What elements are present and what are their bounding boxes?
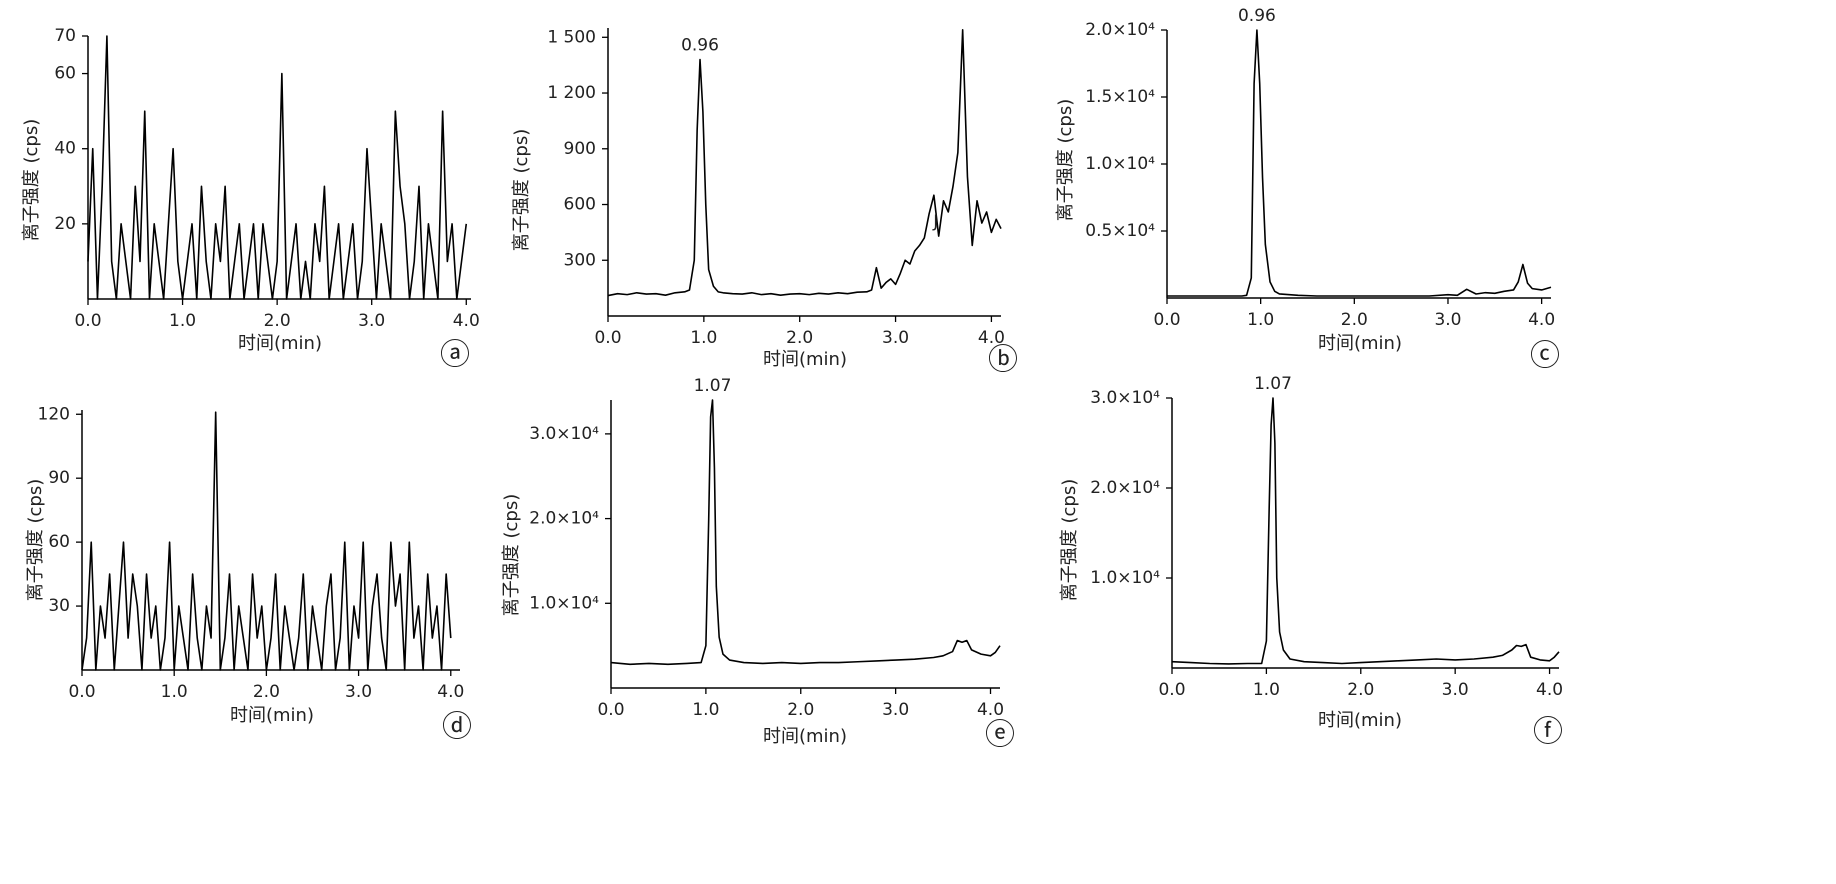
x-tick-label: 0.0: [68, 682, 95, 702]
y-axis-label: 离子强度 (cps): [1059, 479, 1080, 601]
annotation: 1.07: [694, 376, 732, 396]
x-tick-label: 1.0: [161, 682, 188, 702]
y-tick-label: 300: [564, 250, 596, 270]
y-tick-label: 70: [54, 26, 76, 46]
annotation: 1.07: [1254, 374, 1292, 394]
x-tick-label: 0.0: [597, 700, 624, 720]
x-tick-label: 0.0: [1153, 310, 1180, 330]
x-tick-label: 1.0: [1247, 310, 1274, 330]
y-tick-label: 1 200: [547, 83, 596, 103]
trace: [87, 35, 468, 300]
x-tick-label: 2.0: [786, 328, 813, 348]
y-tick-label: 40: [54, 139, 76, 159]
x-tick-label: 1.0: [692, 700, 719, 720]
x-tick-label: 1.0: [169, 311, 196, 331]
x-axis-label: 时间(min): [763, 349, 847, 370]
annotation: 0.96: [681, 36, 719, 56]
x-tick-label: 2.0: [787, 700, 814, 720]
x-tick-label: 3.0: [1442, 680, 1469, 700]
annotation: J: [932, 212, 938, 232]
x-tick-label: 4.0: [1528, 310, 1555, 330]
y-axis-label: 离子强度 (cps): [1055, 99, 1076, 221]
panel-label: ⓔ: [985, 718, 1015, 753]
y-tick-label: 2.0×10⁴: [529, 509, 599, 529]
y-tick-label: 2.0×10⁴: [1090, 478, 1160, 498]
y-tick-label: 60: [48, 532, 70, 552]
x-tick-label: 0.0: [1158, 680, 1185, 700]
y-axis-label: 离子强度 (cps): [21, 119, 42, 241]
panel-label: ⓑ: [988, 343, 1018, 378]
x-tick-label: 4.0: [1536, 680, 1563, 700]
x-tick-label: 0.0: [594, 328, 621, 348]
x-tick-label: 2.0: [1347, 680, 1374, 700]
x-tick-label: 2.0: [264, 311, 291, 331]
panel-label: ⓐ: [440, 338, 470, 373]
x-tick-label: 3.0: [345, 682, 372, 702]
x-tick-label: 4.0: [978, 328, 1005, 348]
panel-label: ⓓ: [442, 710, 472, 745]
y-tick-label: 600: [564, 195, 596, 215]
y-tick-label: 1.0×10⁴: [1085, 154, 1155, 174]
x-axis-label: 时间(min): [1318, 710, 1402, 731]
y-tick-label: 90: [48, 468, 70, 488]
x-tick-label: 3.0: [882, 700, 909, 720]
trace: [81, 411, 452, 671]
trace: [607, 29, 1002, 297]
x-axis-label: 时间(min): [238, 333, 322, 354]
x-tick-label: 3.0: [358, 311, 385, 331]
x-tick-label: 1.0: [690, 328, 717, 348]
x-tick-label: 2.0: [253, 682, 280, 702]
y-tick-label: 1.0×10⁴: [1090, 568, 1160, 588]
y-tick-label: 3.0×10⁴: [529, 424, 599, 444]
y-tick-label: 120: [38, 404, 70, 424]
x-axis-label: 时间(min): [763, 726, 847, 747]
y-axis-label: 离子强度 (cps): [25, 479, 46, 601]
y-axis-label: 离子强度 (cps): [511, 129, 532, 251]
y-tick-label: 3.0×10⁴: [1090, 388, 1160, 408]
panel-label: ⓕ: [1533, 715, 1563, 750]
y-tick-label: 1.0×10⁴: [529, 593, 599, 613]
trace: [610, 399, 1001, 666]
trace: [1167, 29, 1552, 297]
x-tick-label: 4.0: [977, 700, 1004, 720]
trace: [1171, 397, 1560, 665]
y-tick-label: 60: [54, 64, 76, 84]
y-tick-label: 30: [48, 596, 70, 616]
x-tick-label: 4.0: [453, 311, 480, 331]
y-tick-label: 1 500: [547, 27, 596, 47]
annotation: 0.96: [1238, 6, 1276, 26]
x-tick-label: 0.0: [74, 311, 101, 331]
y-tick-label: 1.5×10⁴: [1085, 87, 1155, 107]
x-tick-label: 2.0: [1341, 310, 1368, 330]
y-tick-label: 20: [54, 214, 76, 234]
x-tick-label: 3.0: [882, 328, 909, 348]
y-tick-label: 2.0×10⁴: [1085, 20, 1155, 40]
y-tick-label: 0.5×10⁴: [1085, 221, 1155, 241]
x-tick-label: 1.0: [1253, 680, 1280, 700]
x-axis-label: 时间(min): [1318, 333, 1402, 354]
panel-label: ⓒ: [1530, 339, 1560, 374]
y-tick-label: 900: [564, 139, 596, 159]
x-axis-label: 时间(min): [230, 705, 314, 726]
y-axis-label: 离子强度 (cps): [501, 494, 522, 616]
x-tick-label: 4.0: [437, 682, 464, 702]
x-tick-label: 3.0: [1434, 310, 1461, 330]
